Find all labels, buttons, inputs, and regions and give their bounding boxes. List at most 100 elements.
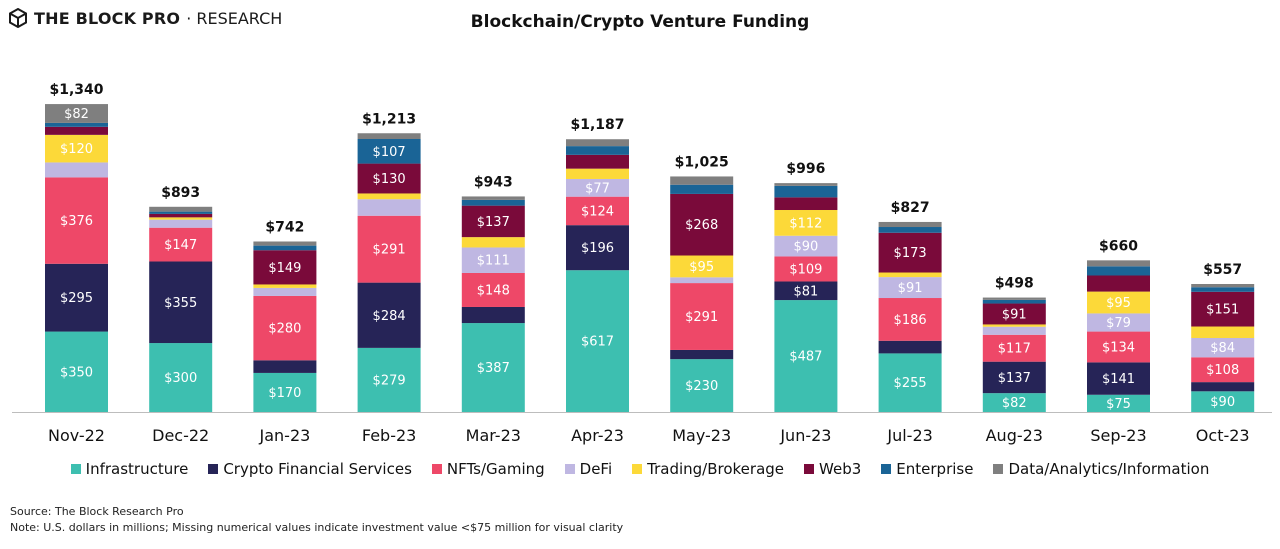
data-label-crypto-financial-services-dec-22: $355 [164,296,197,311]
bar-segment-infrastructure-dec-22 [149,343,213,412]
data-label-infrastructure-oct-23: $90 [1210,395,1235,410]
bar-segment-enterprise-dec-22 [149,211,213,214]
data-label-defi-jun-23: $90 [793,240,818,255]
bar-segment-trading-brokerage-nov-22 [45,134,108,163]
bar-segment-enterprise-aug-23 [982,299,1046,304]
x-tick-label-feb-23: Feb-23 [362,426,416,445]
bar-segment-infrastructure-aug-23 [982,393,1046,412]
data-label-data-analytics-information-nov-22: $82 [64,107,89,122]
x-tick-label-jun-23: Jun-23 [779,426,831,445]
legend-label: NFTs/Gaming [446,460,545,478]
bar-segment-data-analytics-information-jul-23 [878,221,942,228]
legend-item-crypto-financial-services: Crypto Financial Services [208,460,412,478]
cube-logo-icon [8,8,28,28]
legend-swatch [804,464,815,474]
legend-label: Web3 [819,460,862,478]
bar-segment-trading-brokerage-mar-23 [461,237,525,248]
data-label-nfts-gaming-jun-23: $109 [789,262,822,277]
bar-segment-crypto-financial-services-jul-23 [878,340,942,354]
bar-segment-defi-sep-23 [1087,313,1150,332]
data-label-defi-jul-23: $91 [898,281,923,296]
legend-swatch [632,464,643,474]
data-label-trading-brokerage-jun-23: $112 [789,216,822,231]
legend-swatch [431,464,442,474]
bar-segment-trading-brokerage-aug-23 [982,324,1046,327]
total-label-sep-23: $660 [1099,238,1138,254]
data-label-nfts-gaming-nov-22: $376 [60,214,93,229]
bar-segment-infrastructure-nov-22 [45,331,108,412]
legend-swatch [208,464,219,474]
total-label-dec-22: $893 [161,185,200,201]
data-label-web3-oct-23: $151 [1206,303,1239,318]
bar-segment-nfts-gaming-jan-23 [253,295,317,361]
bar-segment-crypto-financial-services-mar-23 [461,306,525,324]
bar-segment-trading-brokerage-may-23 [670,255,734,278]
data-label-web3-jan-23: $149 [268,261,301,276]
source-note: Source: The Block Research Pro [10,505,184,518]
data-label-defi-apr-23: $77 [585,181,610,196]
bar-segment-nfts-gaming-apr-23 [566,196,629,226]
bar-segment-web3-sep-23 [1087,275,1150,292]
bar-segment-nfts-gaming-oct-23 [1191,357,1255,383]
x-tick-label-sep-23: Sep-23 [1090,426,1146,445]
bar-segment-defi-jun-23 [774,235,838,257]
bar-segment-data-analytics-information-sep-23 [1087,260,1150,267]
total-label-may-23: $1,025 [675,154,729,170]
legend-label: Infrastructure [85,460,189,478]
legend-item-web3: Web3 [804,460,861,478]
bar-segment-enterprise-jul-23 [878,227,942,233]
bar-segment-enterprise-jan-23 [253,245,317,251]
bar-segment-enterprise-may-23 [670,184,734,194]
bar-segment-nfts-gaming-may-23 [670,283,734,350]
bar-segment-enterprise-apr-23 [566,146,629,155]
bar-segment-defi-apr-23 [566,178,629,197]
bar-segment-nfts-gaming-sep-23 [1087,331,1150,363]
bar-segment-infrastructure-feb-23 [357,347,421,412]
bar-segment-web3-nov-22 [45,126,108,135]
bar-segment-web3-jul-23 [878,232,942,273]
legend-item-data-analytics-information: Data/Analytics/Information [993,460,1209,478]
bar-segment-infrastructure-jun-23 [774,300,838,412]
data-label-defi-mar-23: $111 [477,254,510,269]
data-label-trading-brokerage-may-23: $95 [689,260,714,275]
data-label-web3-may-23: $268 [685,218,718,233]
data-label-web3-feb-23: $130 [373,172,406,187]
data-label-crypto-financial-services-nov-22: $295 [60,291,93,306]
bar-segment-crypto-financial-services-oct-23 [1191,382,1255,392]
legend-item-infrastructure: Infrastructure [70,460,189,478]
legend-label: Enterprise [896,460,974,478]
bar-segment-web3-apr-23 [566,154,629,169]
bar-segment-defi-jul-23 [878,277,942,299]
bar-segment-crypto-financial-services-jan-23 [253,360,317,373]
legend-swatch [70,464,81,474]
bar-segment-defi-oct-23 [1191,338,1255,358]
bar-segment-data-analytics-information-aug-23 [982,297,1046,300]
data-label-infrastructure-apr-23: $617 [581,335,614,350]
bar-segment-trading-brokerage-jun-23 [774,210,838,236]
chart-legend: Infrastructure Crypto Financial Services N… [0,460,1280,478]
bar-segment-crypto-financial-services-apr-23 [566,225,629,271]
total-label-apr-23: $1,187 [570,117,624,133]
data-label-nfts-gaming-jul-23: $186 [894,313,927,328]
x-tick-label-apr-23: Apr-23 [571,426,624,445]
total-label-feb-23: $1,213 [362,111,416,127]
data-label-trading-brokerage-sep-23: $95 [1106,296,1131,311]
bar-segment-trading-brokerage-feb-23 [357,193,421,200]
data-label-infrastructure-jan-23: $170 [268,386,301,401]
bar-segment-data-analytics-information-jun-23 [774,183,838,186]
data-label-nfts-gaming-sep-23: $134 [1102,340,1135,355]
bar-segment-data-analytics-information-dec-22 [149,206,213,212]
bar-segment-infrastructure-mar-23 [461,323,525,412]
brand-suffix: · RESEARCH [186,8,283,28]
bar-segment-web3-feb-23 [357,163,421,194]
bar-segment-defi-jan-23 [253,287,317,296]
bar-segment-defi-feb-23 [357,199,421,216]
x-tick-label-mar-23: Mar-23 [466,426,521,445]
total-label-aug-23: $498 [995,276,1034,292]
x-tick-label-nov-22: Nov-22 [48,426,105,445]
bar-segment-defi-aug-23 [982,326,1046,335]
data-label-crypto-financial-services-aug-23: $137 [998,371,1031,386]
bar-segment-nfts-gaming-feb-23 [357,215,421,283]
total-label-mar-23: $943 [474,174,513,190]
data-label-nfts-gaming-aug-23: $117 [998,342,1031,357]
